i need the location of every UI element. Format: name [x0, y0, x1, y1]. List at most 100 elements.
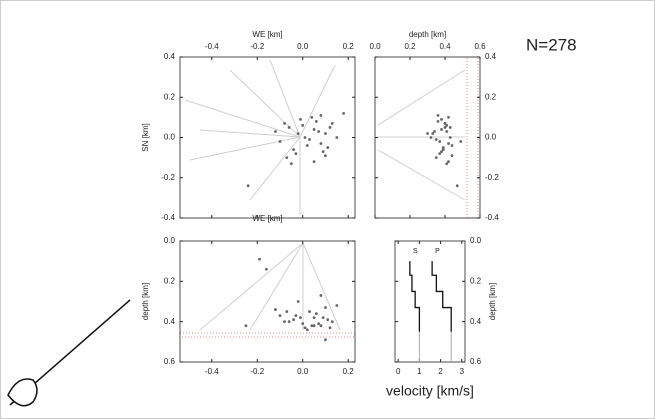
data-point	[299, 117, 302, 121]
data-point	[440, 128, 443, 131]
annotation: N=278	[526, 35, 577, 54]
data-point	[310, 115, 314, 119]
data-point	[431, 132, 435, 135]
data-point	[319, 324, 323, 328]
x-tick-label: 1	[417, 367, 422, 376]
data-point	[434, 138, 438, 141]
series-label: S	[413, 248, 418, 255]
x-tick-label: -0.4	[205, 367, 219, 376]
data-point	[448, 136, 452, 139]
data-point	[330, 320, 334, 324]
data-point	[274, 130, 277, 133]
y-tick-label: 0.0	[164, 133, 176, 142]
x-axis-label: velocity [km/s]	[386, 383, 474, 399]
data-point	[328, 126, 332, 129]
data-point	[445, 130, 449, 133]
data-point	[244, 324, 248, 328]
data-point	[445, 124, 449, 127]
rays	[184, 59, 466, 331]
data-point	[324, 306, 327, 309]
y-tick-label: 0.4	[470, 317, 482, 326]
x-tick-label: 3	[460, 367, 465, 376]
series-label: P	[435, 248, 440, 255]
y-tick-label: 0.2	[470, 276, 482, 285]
data-point	[441, 146, 445, 149]
data-point	[429, 136, 433, 139]
x-tick-label: 0.2	[343, 367, 355, 376]
x-tick-label: 2	[438, 367, 443, 376]
data-point	[436, 113, 440, 117]
data-point	[448, 126, 452, 129]
data-point	[278, 314, 282, 318]
data-point	[278, 140, 282, 143]
y-tick-label: 0.6	[164, 357, 176, 366]
x-tick-label: 0	[396, 367, 401, 376]
data-point	[455, 184, 459, 188]
x-tick-label: 0.4	[439, 42, 451, 51]
data-point	[305, 328, 309, 332]
data-point	[303, 326, 307, 330]
x-tick-label: -0.2	[250, 367, 264, 376]
data-point	[287, 126, 291, 129]
y-tick-label: -0.4	[485, 213, 499, 222]
x-tick-label: 0.2	[404, 42, 416, 51]
data-point	[258, 257, 261, 261]
x-tick-label: -0.4	[205, 42, 219, 51]
data-point	[443, 126, 447, 129]
data-point	[310, 324, 314, 328]
velocity-line	[409, 261, 421, 332]
plot-frame	[394, 240, 466, 363]
data-point	[438, 152, 442, 156]
data-point	[317, 130, 321, 133]
data-point	[321, 150, 325, 153]
y-tick-label: 0.0	[470, 236, 482, 245]
data-point	[321, 316, 325, 320]
y-tick-label: 0.6	[470, 357, 482, 366]
y-tick-label: 0.2	[164, 92, 176, 101]
y-axis-label: depth [km]	[488, 283, 497, 320]
x-tick-label: 0.0	[297, 367, 309, 376]
data-point	[292, 148, 296, 151]
data-point	[447, 160, 450, 164]
data-point	[301, 322, 305, 326]
data-point	[450, 154, 454, 158]
data-point	[319, 294, 323, 297]
hand-drawing	[7, 299, 131, 407]
y-tick-label: -0.4	[161, 213, 175, 222]
x-tick-label: -0.2	[250, 42, 264, 51]
data-point	[324, 338, 327, 342]
data-point	[299, 316, 302, 320]
data-point	[287, 320, 291, 324]
data-point	[445, 162, 449, 166]
data-point	[443, 122, 447, 125]
data-point	[319, 142, 323, 145]
data-point	[312, 128, 316, 131]
data-point	[324, 154, 327, 158]
x-tick-label: 0.0	[369, 42, 381, 51]
data-point	[283, 320, 286, 324]
data-point	[292, 318, 296, 322]
x-tick-label: 0.6	[474, 42, 486, 51]
y-tick-label: 0.2	[164, 276, 176, 285]
data-point	[296, 132, 300, 135]
data-point	[438, 140, 442, 143]
x-tick-label: 0.2	[343, 42, 355, 51]
plot-frame	[179, 240, 356, 363]
data-point	[301, 124, 305, 127]
data-point	[314, 312, 318, 315]
x-axis-label: WE [km]	[252, 214, 282, 223]
data-point	[312, 324, 316, 328]
data-point	[330, 122, 334, 125]
y-axis-label: SN [km]	[141, 123, 150, 151]
velocity-line	[431, 261, 452, 332]
y-axis-label: depth [km]	[141, 283, 150, 320]
data-point	[274, 308, 277, 311]
data-point	[328, 326, 332, 330]
data-point	[440, 150, 443, 153]
data-point	[285, 310, 289, 313]
data-point	[433, 130, 436, 133]
data-point	[447, 115, 450, 119]
x-axis-label: WE [km]	[252, 30, 282, 39]
data-point	[434, 156, 438, 160]
